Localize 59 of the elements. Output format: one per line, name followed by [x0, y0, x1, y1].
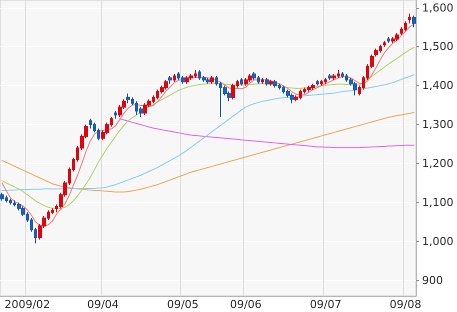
y-tick-label: 900 [422, 274, 443, 287]
candlestick [252, 72, 256, 80]
candlestick [391, 36, 395, 44]
line-series [2, 74, 414, 191]
candlestick [265, 77, 269, 86]
candlestick [387, 36, 390, 44]
candlestick [320, 79, 323, 86]
candlestick [189, 74, 193, 80]
y-tick-label: 1,400 [422, 79, 454, 92]
candlestick [126, 92, 130, 104]
candlestick [9, 198, 12, 205]
candlestick [412, 15, 416, 28]
candlestick [248, 74, 252, 82]
line-series [119, 118, 414, 148]
candlestick [307, 85, 311, 92]
candlestick [210, 75, 214, 84]
candlestick [240, 77, 243, 86]
x-tick-label: 09/05 [166, 298, 199, 311]
candlestick [395, 32, 399, 42]
candlestick [383, 40, 386, 48]
candlestick [244, 77, 248, 86]
x-tick-label: 09/06 [230, 298, 262, 311]
line-series [2, 24, 414, 227]
candlestick [231, 83, 235, 100]
x-tick-label: 09/04 [87, 298, 119, 311]
line-series [2, 112, 414, 193]
candlestick [206, 77, 210, 84]
candlestick [0, 192, 4, 202]
candlestick [89, 118, 92, 130]
candlestick [324, 77, 327, 84]
x-tick-label: 09/07 [310, 298, 342, 311]
y-tick-label: 1,600 [422, 1, 454, 14]
y-tick-label: 1,200 [422, 157, 454, 170]
candlestick [269, 79, 273, 86]
x-tick-label: 2009/02 [4, 298, 50, 311]
candlestick [143, 102, 147, 116]
candlestick [404, 20, 407, 32]
candlestick [181, 75, 185, 84]
y-tick-label: 1,100 [422, 196, 454, 210]
candlestick [185, 75, 189, 84]
candlestick [114, 110, 117, 120]
candlestick [168, 75, 172, 84]
candlestick [173, 74, 176, 82]
x-tick-label: 09/08 [390, 298, 422, 311]
candlestick [408, 13, 411, 24]
candlestick [332, 74, 336, 80]
candlestick [328, 74, 332, 80]
candlestick [290, 92, 294, 104]
candlestick [316, 79, 319, 86]
y-tick-label: 1,300 [422, 118, 454, 132]
candlestick [311, 83, 315, 90]
candlestick [164, 79, 168, 90]
y-tick-label: 1,500 [422, 40, 454, 54]
candlestick [353, 81, 357, 96]
candlestick [273, 79, 277, 88]
candlestick [341, 72, 344, 78]
y-tick-label: 1,000 [422, 234, 454, 248]
line-series [2, 47, 414, 210]
candlestick [261, 77, 264, 84]
